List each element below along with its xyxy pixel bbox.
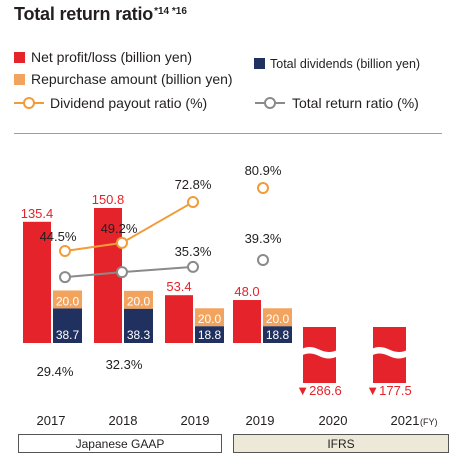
bars <box>23 208 409 383</box>
label-total-return-ratio: 35.3% <box>175 244 212 259</box>
data-labels: 38.7 20.0 135.4 38.3 20.0 150.8 18.8 20.0 53.4 18… <box>21 163 412 398</box>
legend-marker-total-return <box>264 97 276 109</box>
bar-net-profit <box>233 300 261 343</box>
label-payout-ratio: 80.9% <box>245 163 282 178</box>
label-net-profit: 135.4 <box>21 206 54 221</box>
legend-swatch-repurchase <box>14 74 25 85</box>
bar-net-profit <box>165 295 193 343</box>
label-dividends: 38.7 <box>56 328 80 342</box>
x-axis: 2017 2018 2019 2019 2020 2021 (FY) Japanese GAA… <box>18 413 449 453</box>
label-repurchase: 20.0 <box>266 312 290 326</box>
band-japanese-gaap <box>18 434 222 453</box>
legend-label-repurchase: Repurchase amount (billion yen) <box>31 71 233 87</box>
label-net-profit-negative: ▼177.5 <box>366 383 411 398</box>
point-payout-ratio <box>187 196 199 209</box>
x-tick-label: 2018 <box>109 413 138 428</box>
chart-title-text: Total return ratio <box>14 4 154 24</box>
label-repurchase: 20.0 <box>198 312 222 326</box>
axis-break-line <box>300 347 339 353</box>
legend-label-payout: Dividend payout ratio (%) <box>50 95 207 111</box>
label-repurchase: 20.0 <box>127 295 151 309</box>
label-net-profit-negative: ▼286.6 <box>296 383 341 398</box>
chart-title-footnote: *14 *16 <box>154 5 187 17</box>
bar-dividends <box>263 326 292 343</box>
band-label-ifrs: IFRS <box>327 437 354 451</box>
bar-repurchase <box>124 290 153 309</box>
label-dividends: 18.8 <box>198 328 222 342</box>
bar-repurchase <box>53 290 82 309</box>
legend-swatch-dividends <box>254 58 265 69</box>
line-total-return-ratio <box>64 265 194 279</box>
label-net-profit: 53.4 <box>166 279 191 294</box>
label-total-return-ratio: 39.3% <box>245 231 282 246</box>
legend-swatch-net-profit <box>14 52 25 63</box>
axis-break-line <box>370 347 409 353</box>
label-dividends: 18.8 <box>266 328 290 342</box>
x-tick-label: 2019 <box>181 413 210 428</box>
point-payout-ratio <box>257 182 269 195</box>
label-payout-ratio: 44.5% <box>40 229 77 244</box>
legend-label-net-profit: Net profit/loss (billion yen) <box>31 49 192 65</box>
label-net-profit: 48.0 <box>234 284 259 299</box>
bar-repurchase <box>195 308 224 327</box>
point-payout-ratio <box>59 245 71 258</box>
label-payout-ratio: 49.2% <box>101 221 138 236</box>
legend-label-total-return: Total return ratio (%) <box>292 95 419 111</box>
bar-dividends <box>53 308 82 343</box>
x-tick-label: 2019 <box>246 413 275 428</box>
point-payout-ratio <box>116 236 128 249</box>
x-tick-label: 2017 <box>37 413 66 428</box>
point-total-return-ratio <box>257 254 269 267</box>
label-payout-ratio: 72.8% <box>175 177 212 192</box>
axis-break-mark <box>371 347 408 359</box>
bar-dividends <box>195 326 224 343</box>
x-tick-label: 2020 <box>319 413 348 428</box>
point-total-return-ratio <box>116 266 128 279</box>
bar-net-profit <box>23 221 51 343</box>
chart-title: Total return ratio*14 *16 <box>14 4 187 25</box>
ratio-lines <box>59 182 269 284</box>
axis-break-mark <box>301 347 338 359</box>
label-dividends: 38.3 <box>127 328 151 342</box>
legend: Net profit/loss (billion yen) Total divid… <box>14 49 420 111</box>
legend-divider <box>14 133 442 134</box>
band-ifrs <box>233 434 449 453</box>
band-label-japanese-gaap: Japanese GAAP <box>76 437 165 451</box>
x-tick-label: 2021 <box>391 413 420 428</box>
label-total-return-ratio: 32.3% <box>106 357 143 372</box>
legend-label-dividends: Total dividends (billion yen) <box>270 57 420 71</box>
label-net-profit: 150.8 <box>92 192 125 207</box>
label-repurchase: 20.0 <box>56 294 80 308</box>
x-axis-fy-suffix: (FY) <box>420 417 438 427</box>
legend-marker-payout <box>23 97 35 109</box>
bar-dividends <box>124 308 153 343</box>
label-total-return-ratio: 29.4% <box>37 364 74 379</box>
point-total-return-ratio <box>59 271 71 284</box>
bar-repurchase <box>263 308 292 327</box>
point-total-return-ratio <box>187 260 199 273</box>
